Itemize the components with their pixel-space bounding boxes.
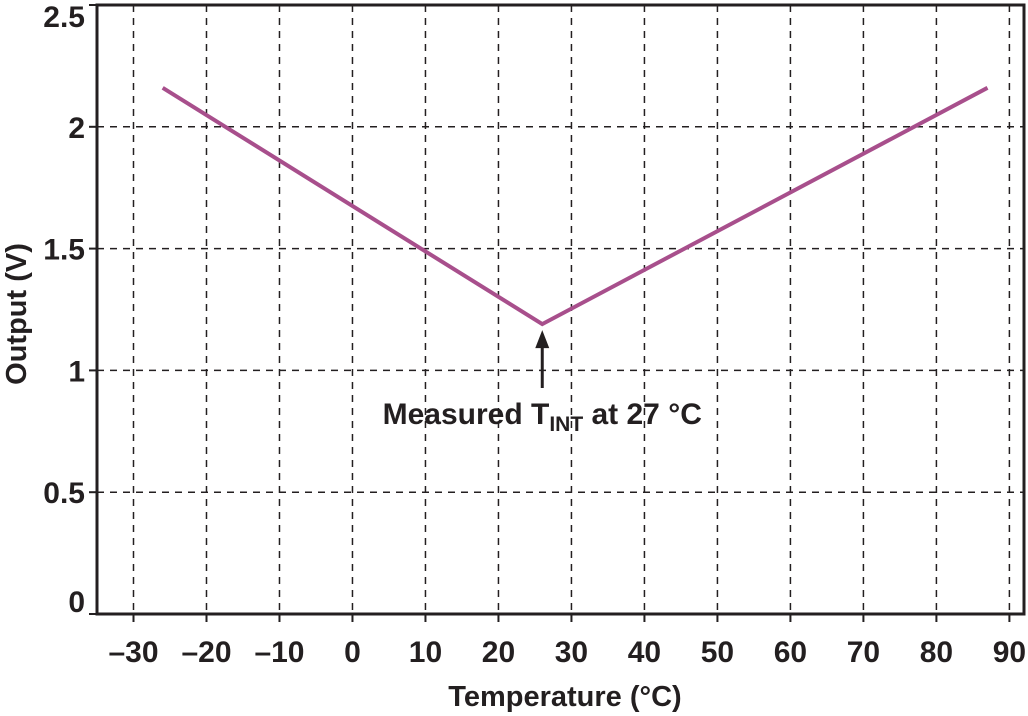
annotation: Measured TINT at 27 °C [383, 330, 702, 436]
x-tick-label: 30 [555, 636, 588, 669]
x-tick-label: –20 [181, 636, 231, 669]
x-axis-title: Temperature (°C) [448, 681, 681, 713]
x-tick-label: 70 [847, 636, 880, 669]
annotation-label-tail: at 27 °C [583, 398, 702, 431]
y-tick-label: 1 [68, 355, 85, 388]
series-line-0 [161, 86, 989, 327]
y-tick-label: 0.5 [43, 477, 85, 510]
x-tick-label: 10 [409, 636, 442, 669]
y-tick-label: 0 [68, 586, 85, 619]
grid-lines [97, 5, 1024, 614]
x-tick-label: 40 [628, 636, 661, 669]
y-tick-label: 1.5 [43, 234, 85, 267]
y-tick-labels: 0 0.5 1 1.5 2 2.5 [43, 1, 85, 619]
x-tick-labels: –30 –20 –10 0 10 20 30 40 50 60 70 80 90 [108, 636, 1026, 669]
annotation-label-subscript: INT [549, 413, 583, 436]
axes [89, 3, 1026, 622]
x-tick-label: 0 [344, 636, 361, 669]
x-tick-label: 60 [774, 636, 807, 669]
x-tick-label: 90 [993, 636, 1026, 669]
y-axis-title: Output (V) [1, 243, 33, 385]
y-tick-label: 2 [68, 112, 85, 145]
x-tick-label: 80 [920, 636, 953, 669]
plot-border [95, 3, 1026, 616]
annotation-label-main: Measured T [383, 398, 550, 431]
data-series [161, 86, 989, 327]
x-tick-label: 20 [482, 636, 515, 669]
x-tick-label: –10 [254, 636, 304, 669]
x-tick-label: –30 [108, 636, 158, 669]
annotation-arrow-head [535, 330, 550, 349]
x-tick-label: 50 [701, 636, 734, 669]
y-tick-label: 2.5 [43, 1, 85, 34]
annotation-label: Measured TINT at 27 °C [383, 398, 702, 436]
